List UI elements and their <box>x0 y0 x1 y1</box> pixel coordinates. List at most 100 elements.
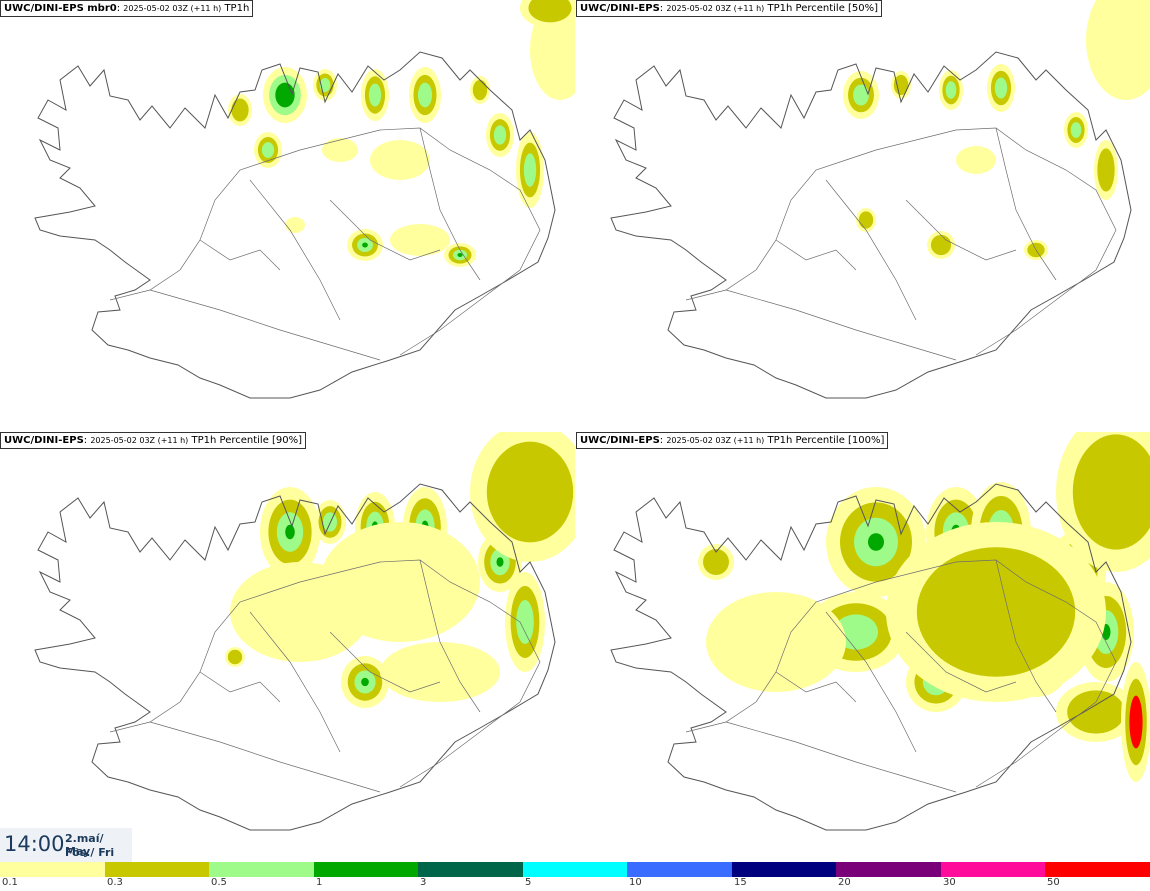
precip-map <box>610 0 1150 399</box>
precip-contour <box>261 142 275 158</box>
precip-contour <box>390 224 450 256</box>
panel-p100: UWC/DINI-EPS: 2025-05-02 03Z (+11 h) TP1… <box>576 432 1150 864</box>
coastline <box>34 51 556 399</box>
precip-contour <box>275 82 295 108</box>
precip-contour <box>516 600 534 644</box>
precip-contour <box>285 217 305 233</box>
legend-label: 15 <box>734 877 747 888</box>
panel-title: UWC/DINI-EPS: 2025-05-02 03Z (+11 h) TP1… <box>576 432 889 449</box>
precip-contour <box>1067 690 1125 734</box>
precip-contour <box>368 83 382 107</box>
legend-label: 30 <box>943 877 956 888</box>
precip-contour <box>945 81 957 99</box>
precip-contour <box>472 79 488 101</box>
panel-title: UWC/DINI-EPS: 2025-05-02 03Z (+11 h) TP1… <box>0 432 307 449</box>
legend-label: 5 <box>525 877 532 888</box>
precip-contour <box>916 547 1076 677</box>
road-line <box>825 611 917 753</box>
road-line <box>685 127 1117 356</box>
precip-contour <box>1086 0 1150 100</box>
legend-swatch <box>836 862 941 877</box>
valid-time: 14:00 <box>4 832 65 856</box>
valid-time-box: 14:00 2.maí/ May Fös./ Fri <box>0 828 132 862</box>
road-line <box>199 671 281 703</box>
legend-swatch <box>104 862 210 877</box>
precip-contour <box>231 98 249 122</box>
legend-label: 10 <box>629 877 642 888</box>
precip-map <box>34 432 575 831</box>
legend-labels: 0.1 0.3 0.5 1 3 5 10 15 20 30 50 <box>0 877 1150 891</box>
precip-contour <box>370 140 430 180</box>
precip-contour <box>230 562 370 662</box>
road-line <box>419 127 481 281</box>
precip-contour <box>523 153 537 187</box>
precip-contour <box>322 138 358 162</box>
road-line <box>329 631 441 693</box>
road-line <box>775 671 857 703</box>
legend-swatch <box>418 862 523 877</box>
legend-colorbar <box>0 862 1150 877</box>
precip-contour <box>1129 695 1143 749</box>
road-line <box>149 289 381 361</box>
panel-mbr0: UWC/DINI-EPS mbr0: 2025-05-02 03Z (+11 h… <box>0 0 575 432</box>
road-line <box>249 179 341 321</box>
legend-label: 1 <box>316 877 323 888</box>
road-line <box>775 239 857 271</box>
road-line <box>825 179 917 321</box>
road-line <box>249 611 341 753</box>
legend-swatch <box>209 862 314 877</box>
precip-contour <box>703 549 729 575</box>
legend-label: 0.5 <box>211 877 227 888</box>
precip-contour <box>1097 148 1115 192</box>
legend-swatch <box>627 862 732 877</box>
road-line <box>905 199 1017 261</box>
legend-label: 3 <box>420 877 427 888</box>
valid-weekday: Fös./ Fri <box>65 846 115 859</box>
legend-swatch <box>313 862 419 877</box>
precip-contour <box>417 82 433 108</box>
road-line <box>725 289 957 361</box>
precip-contour <box>322 512 338 532</box>
precip-map <box>610 432 1150 831</box>
precip-contour <box>380 642 500 702</box>
legend-label: 0.1 <box>2 877 18 888</box>
legend-label: 0.3 <box>107 877 123 888</box>
legend-label: 50 <box>1047 877 1060 888</box>
road-line <box>329 199 441 261</box>
precip-contour <box>457 253 463 257</box>
road-line <box>149 721 381 793</box>
coastline <box>34 483 556 831</box>
legend-swatch <box>522 862 628 877</box>
coastline <box>610 483 1132 831</box>
precip-contour <box>893 74 909 96</box>
valid-date: 2.maí/ May <box>65 832 104 858</box>
legend-swatch <box>0 862 105 877</box>
legend-label: 20 <box>838 877 851 888</box>
precip-contour <box>361 677 369 687</box>
road-line <box>419 559 481 713</box>
legend-swatch <box>731 862 837 877</box>
precip-contour <box>227 649 243 665</box>
precip-contour <box>853 84 869 106</box>
precip-contour <box>528 0 572 23</box>
panel-p90: UWC/DINI-EPS: 2025-05-02 03Z (+11 h) TP1… <box>0 432 575 864</box>
coastline <box>610 51 1132 399</box>
legend-swatch <box>1045 862 1150 877</box>
precip-contour <box>362 242 368 248</box>
precip-contour <box>930 234 952 256</box>
precip-map <box>34 0 575 399</box>
precip-contour <box>1072 434 1150 550</box>
precip-contour <box>706 592 846 692</box>
precip-contour <box>496 557 504 567</box>
road-line <box>995 559 1057 713</box>
precip-contour <box>1070 122 1082 138</box>
precip-contour <box>285 524 295 540</box>
precip-contour <box>486 441 574 543</box>
road-line <box>109 127 541 356</box>
panel-title: UWC/DINI-EPS mbr0: 2025-05-02 03Z (+11 h… <box>0 0 254 17</box>
precip-contour <box>493 125 507 145</box>
precip-contour <box>956 146 996 174</box>
panel-p50: UWC/DINI-EPS: 2025-05-02 03Z (+11 h) TP1… <box>576 0 1150 432</box>
precip-contour <box>858 211 874 229</box>
precip-contour <box>868 533 884 551</box>
